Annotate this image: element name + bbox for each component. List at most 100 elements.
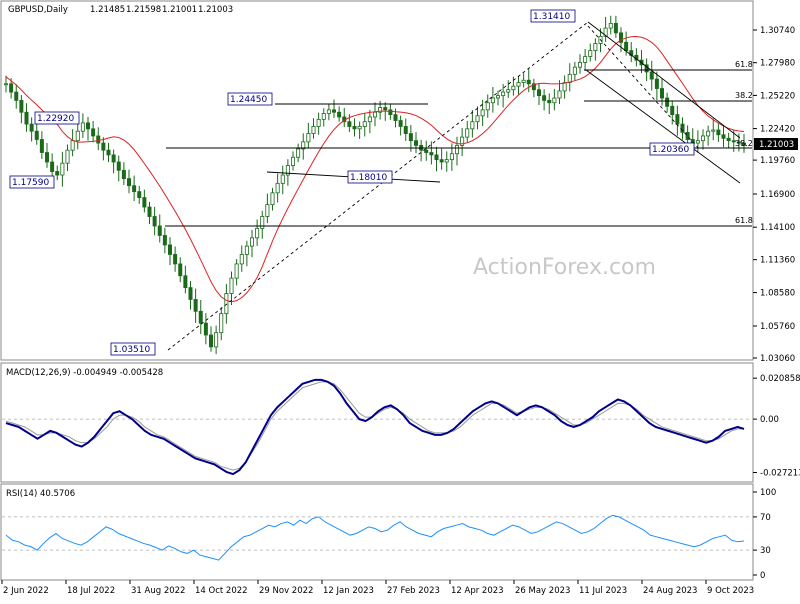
rsi-tick-label: 100 bbox=[760, 488, 776, 498]
candle-body bbox=[239, 254, 244, 265]
candle-body bbox=[695, 140, 700, 144]
candle-body bbox=[75, 130, 80, 142]
candle-body bbox=[572, 66, 577, 75]
candle-body bbox=[29, 123, 34, 132]
candle-body bbox=[711, 129, 716, 132]
candle-body bbox=[203, 322, 208, 336]
channel-upper bbox=[587, 21, 741, 139]
candle-body bbox=[224, 293, 229, 315]
candle-body bbox=[116, 161, 121, 171]
candle-body bbox=[388, 109, 393, 116]
candle-body bbox=[127, 178, 132, 187]
price-tick-label: 1.27980 bbox=[760, 59, 795, 69]
candle-body bbox=[86, 122, 91, 130]
macd-plot bbox=[2, 378, 752, 476]
candle-body bbox=[14, 91, 19, 101]
candle-body bbox=[147, 206, 152, 217]
candle-body bbox=[742, 142, 747, 146]
candle-body bbox=[137, 191, 142, 198]
candle-body bbox=[55, 171, 60, 176]
candle-body bbox=[613, 22, 618, 34]
date-tick-label: 2 Jun 2022 bbox=[3, 586, 49, 596]
candle-body bbox=[101, 142, 106, 151]
candle-body bbox=[106, 149, 111, 156]
price-label: 1.17590 bbox=[12, 178, 49, 188]
rsi-tick-label: 0 bbox=[760, 571, 765, 581]
candle-body bbox=[301, 141, 306, 150]
price-label-box bbox=[110, 342, 156, 356]
candle-body bbox=[193, 299, 198, 312]
candle-body bbox=[121, 169, 126, 179]
candle-body bbox=[557, 90, 562, 99]
candle-body bbox=[670, 105, 675, 116]
candle-body bbox=[593, 43, 598, 52]
channel-lower bbox=[585, 69, 741, 184]
price-header-high: 1.21598 bbox=[126, 5, 161, 15]
candle-body bbox=[80, 122, 85, 132]
date-tick-label: 9 Oct 2023 bbox=[707, 586, 754, 596]
candle-body bbox=[449, 153, 454, 161]
candle-body bbox=[475, 115, 480, 123]
candle-body bbox=[403, 126, 408, 134]
current-price-label: 1.21003 bbox=[759, 140, 794, 150]
price-tick-label: 1.08580 bbox=[760, 289, 795, 299]
current-price-tag bbox=[754, 138, 798, 150]
price-label: 1.31410 bbox=[533, 12, 570, 22]
candle-body bbox=[680, 123, 685, 133]
candle-body bbox=[660, 88, 665, 99]
candle-body bbox=[567, 73, 572, 84]
candle-body bbox=[96, 135, 101, 144]
price-label: 1.18010 bbox=[350, 173, 387, 183]
fib-label: 61.8 bbox=[735, 216, 753, 225]
candle-body bbox=[470, 121, 475, 130]
candle-body bbox=[675, 114, 680, 125]
candle-body bbox=[198, 310, 203, 324]
rsi-tick-label: 30 bbox=[760, 546, 771, 556]
candle-body bbox=[460, 136, 465, 146]
candle-body bbox=[255, 227, 260, 239]
candle-body bbox=[347, 121, 352, 127]
price-tick-label: 1.19760 bbox=[760, 156, 795, 166]
date-tick-label: 14 Oct 2022 bbox=[195, 586, 248, 596]
candle-body bbox=[372, 111, 377, 118]
candle-body bbox=[9, 83, 14, 93]
candle-body bbox=[91, 128, 96, 137]
date-tick-label: 27 Feb 2023 bbox=[387, 586, 440, 596]
candle-body bbox=[383, 107, 388, 111]
price-header-symbol: GBPUSD,Daily bbox=[8, 5, 68, 15]
candle-body bbox=[60, 162, 65, 176]
price-tick-label: 1.14100 bbox=[760, 223, 795, 233]
date-tick-label: 24 Aug 2023 bbox=[643, 586, 697, 596]
candle-body bbox=[321, 113, 326, 120]
candle-body bbox=[490, 97, 495, 104]
price-header-open: 1.21485 bbox=[90, 5, 125, 15]
candle-body bbox=[542, 95, 547, 101]
candle-body bbox=[173, 254, 178, 265]
price-label: 1.03510 bbox=[113, 345, 150, 355]
fib-label: 38.2 bbox=[735, 91, 753, 100]
candle-body bbox=[352, 126, 357, 130]
candle-body bbox=[331, 109, 336, 113]
candle-body bbox=[429, 152, 434, 156]
candle-body bbox=[552, 97, 557, 104]
candle-body bbox=[249, 237, 254, 247]
trendline-dashed bbox=[167, 21, 589, 351]
candle-body bbox=[521, 79, 526, 84]
candle-body bbox=[649, 71, 654, 80]
candle-body bbox=[434, 154, 439, 161]
moving-average-line bbox=[5, 36, 745, 303]
macd-tick-label: 0.00 bbox=[760, 415, 779, 425]
candle-body bbox=[562, 82, 567, 92]
date-tick-label: 26 May 2023 bbox=[515, 586, 570, 596]
price-tick-label: 1.25220 bbox=[760, 91, 795, 101]
price-label-box bbox=[347, 170, 393, 184]
candle-body bbox=[362, 121, 367, 127]
price-label-box bbox=[9, 175, 55, 189]
candle-body bbox=[413, 140, 418, 146]
candle-body bbox=[408, 133, 413, 142]
candle-body bbox=[316, 118, 321, 127]
candle-body bbox=[19, 99, 24, 113]
candle-body bbox=[608, 22, 613, 29]
candle-body bbox=[65, 149, 70, 164]
